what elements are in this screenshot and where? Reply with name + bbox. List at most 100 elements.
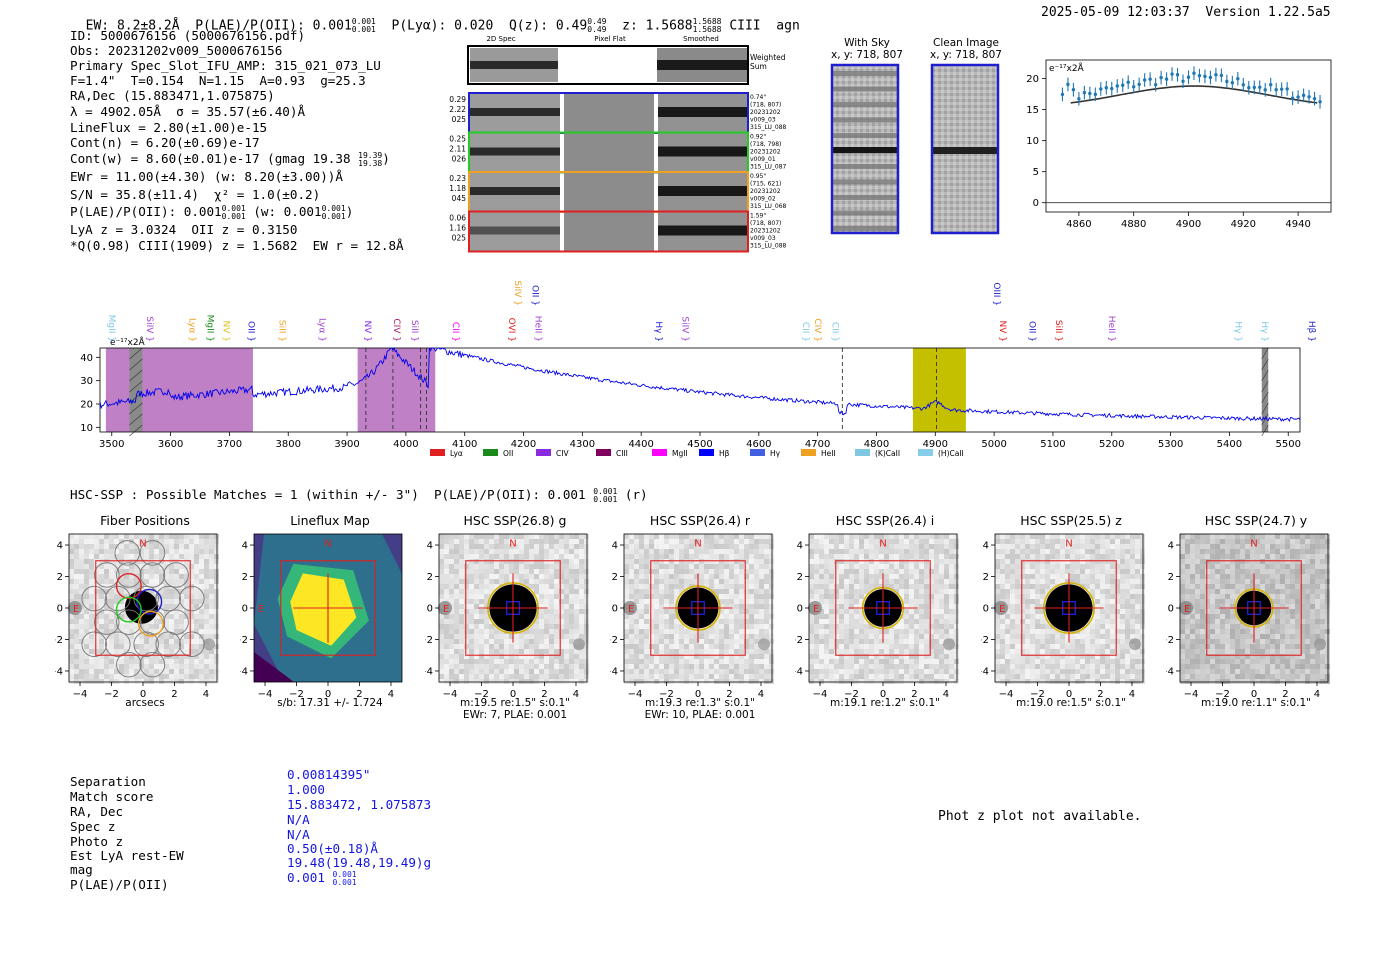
hsc-panel-title: Lineflux Map [290, 513, 370, 528]
hsc-panel-subtitle: m:19.0 re:1.1" s:0.1" [1201, 697, 1311, 709]
hsc-panel-subtitle: m:19.0 re:1.5" s:0.1" [1016, 697, 1126, 709]
hsc-x-tick: 2 [1097, 689, 1103, 700]
fit-data-point [1230, 81, 1235, 85]
hsc-x-tick: −2 [1030, 689, 1045, 700]
spec2d-row-right-label: 20231202 [750, 188, 781, 195]
hsc-y-tick: 4 [1168, 541, 1174, 552]
hsc-x-tick: 0 [510, 689, 516, 700]
hsc-x-tick: −4 [258, 689, 273, 700]
hsc-y-tick: 2 [983, 572, 989, 583]
hsc-y-tick: 0 [57, 604, 63, 615]
svg-text:CIV: CIV [556, 449, 569, 458]
spec-legend-item: (K)CaII [855, 449, 900, 458]
hsc-y-tick: −2 [425, 635, 433, 646]
spec2d-col-header: Smoothed [683, 35, 719, 43]
hsc-panel-title: HSC SSP(26.8) g [463, 513, 567, 528]
fit-data-point [1296, 95, 1300, 99]
hsc-y-tick: −2 [240, 635, 248, 646]
spectrum-plot: MgII } SiIV } Lyα } MgII } NV } OII } SiII } Ly… [80, 280, 1316, 458]
fit-data-point [1241, 83, 1246, 87]
spec2d-row-right-label: 315_LU_068 [750, 203, 787, 210]
hsc-x-tick: 2 [1282, 689, 1288, 700]
header-qz-frac: 0.49 0.49 [587, 17, 607, 34]
fit-data-point [1110, 86, 1114, 91]
match-table-label: P(LAE)/P(OII) [70, 877, 169, 892]
hsc-y-tick: 2 [612, 572, 618, 583]
spec2d-col-header: 2D Spec [486, 35, 515, 43]
hsc-x-tick: 0 [140, 689, 146, 700]
fit-plot: e⁻¹⁷x2Å 4860 4880 4900 4920 4940 0 5 10 15 20 [1026, 59, 1332, 230]
info-plae: P(LAE)/P(OII): 0.001 0.001 0.001 (w: 0.001… [70, 203, 354, 221]
hsc-y-tick: −2 [55, 635, 63, 646]
spec2d-col-header: Pixel Flat [594, 35, 626, 43]
spec-line-label: SiII } [276, 320, 286, 342]
spec2d-row-right-label: 0.95" [750, 173, 766, 180]
header-class: agn [776, 18, 800, 34]
compass-e-label: E [258, 604, 264, 615]
spec-x-tick: 4200 [511, 439, 536, 450]
fit-data-point [1159, 75, 1163, 80]
info-obs: Obs: 20231202v009_5000676156 [70, 43, 283, 58]
info-sn: S/N = 35.8(±11.4) χ² = 1.0(±0.2) [70, 187, 321, 202]
cutout-with-sky-title: With Sky x, y: 718, 807 [831, 37, 903, 61]
spectrum-line [99, 347, 1301, 423]
hsc-panel-subtitle: m:19.1 re:1.2" s:0.1" [830, 697, 940, 709]
hsc-x-tick: −4 [73, 689, 88, 700]
hsc-panel-subtitle: m:19.5 re:1.5" s:0.1" EWr: 7, PLAE: 0.001 [460, 697, 570, 721]
spec-x-tick: 3800 [276, 439, 301, 450]
fit-data-point [1203, 74, 1207, 79]
info-lya: LyA z = 3.0324 OII z = 0.3150 [70, 222, 298, 237]
header-ew: EW: 8.2±8.2Å [85, 18, 180, 34]
compass-e-label: E [443, 604, 449, 615]
info-contn: Cont(n) = 6.20(±0.69)e-17 [70, 135, 260, 150]
spec2d-row-left-label: 2.11 [449, 145, 466, 154]
spec2d-row-left-label: 1.18 [449, 184, 466, 193]
fit-y-tick: 15 [1026, 105, 1039, 116]
hsc-x-tick: 0 [1066, 689, 1072, 700]
spec2d-row-left-label: 025 [452, 115, 467, 124]
header-z: z: 1.5688 [622, 18, 693, 34]
spec-x-tick: 3600 [158, 439, 183, 450]
header-line: CIII [729, 18, 761, 34]
info-radec: RA,Dec (15.883471,1.075875) [70, 88, 275, 103]
hsc-x-tick: −2 [289, 689, 304, 700]
compass-n-label: N [139, 539, 146, 550]
fit-data-point [1126, 80, 1130, 84]
hsc-panel-image: N E −4 −2 0 2 4 4 2 0 −2 −4 [1166, 533, 1330, 700]
spec-y-tick: 20 [80, 400, 93, 411]
spec-line-label: HeII } [1106, 316, 1116, 342]
spec-line-label: Lyα } [316, 318, 326, 342]
match-table-label: mag [70, 862, 93, 877]
spec2d-panel: 2D Spec Pixel Flat Smoothed Weighted Sum … [449, 35, 787, 253]
match-table-value: 0.001 0.001 0.001 [287, 869, 357, 887]
compass-n-label: N [879, 539, 886, 550]
hsc-y-tick: −4 [981, 666, 989, 677]
spec-bad-pixel [1261, 348, 1269, 432]
fit-x-tick: 4860 [1066, 219, 1091, 230]
hsc-y-tick: −2 [1166, 635, 1174, 646]
match-table-value: 0.00814395" [287, 767, 371, 782]
match-table-value: N/A [287, 812, 310, 827]
spectrum-frame [99, 347, 1301, 433]
hsc-x-tick: 2 [171, 689, 177, 700]
info-primary: Primary Spec_Slot_IFU_AMP: 315_021_073_L… [70, 58, 381, 73]
fit-data-point [1164, 77, 1169, 81]
match-table-label: Est LyA rest-EW [70, 848, 184, 863]
fit-data-point [1071, 88, 1076, 92]
match-table-value: 19.48(19.48,19.49)g [287, 855, 432, 870]
fit-y-tick: 20 [1026, 74, 1039, 85]
fit-data-point [1153, 82, 1158, 87]
spec-line-label-upper: OIII } [991, 282, 1001, 306]
fit-data-point [1219, 73, 1224, 78]
hsc-x-tick: −2 [844, 689, 859, 700]
svg-text:Hβ: Hβ [719, 449, 730, 458]
spec-legend-item: HeII [801, 449, 836, 458]
spec-x-tick: 3900 [334, 439, 359, 450]
header-plya: P(Lyα): 0.020 [391, 18, 494, 34]
info-ewr: EWr = 11.00(±4.30) (w: 8.20(±3.00))Å [70, 169, 343, 184]
fit-data-point [1148, 77, 1152, 81]
fit-data-point [1121, 83, 1125, 87]
fit-data-point [1175, 73, 1180, 77]
spec-x-tick: 5300 [1158, 439, 1183, 450]
